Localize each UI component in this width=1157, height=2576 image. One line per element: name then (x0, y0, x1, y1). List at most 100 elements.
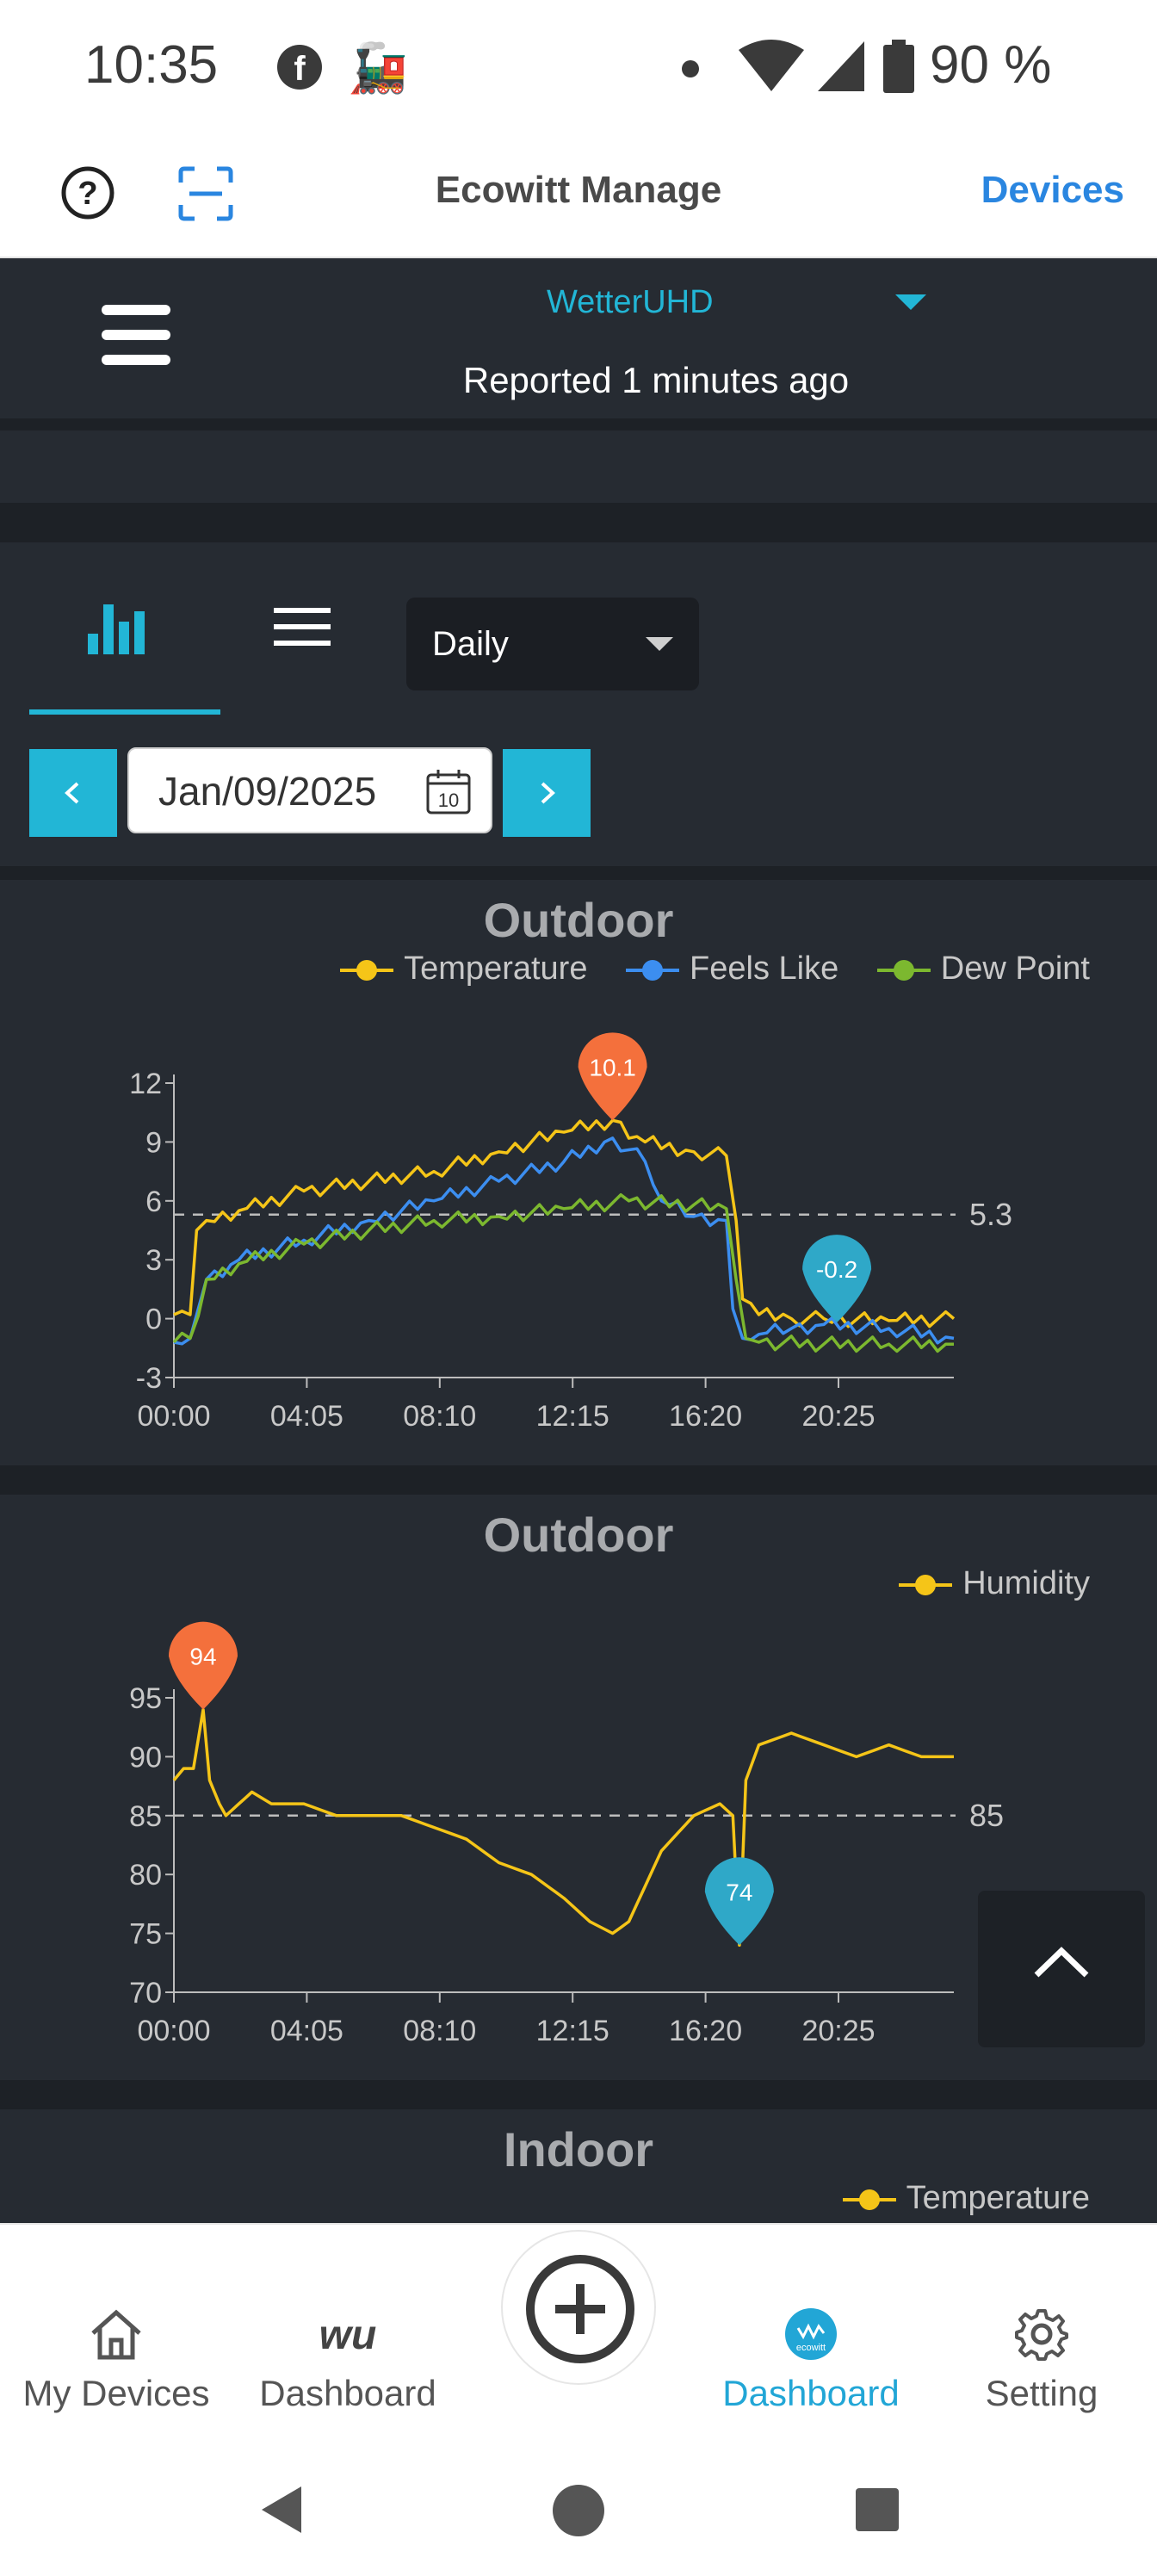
info-panel (0, 430, 1157, 503)
chevron-down-icon (646, 637, 673, 651)
legend-indoor-temperature[interactable]: Temperature (842, 2180, 1090, 2217)
nav-setting[interactable]: Setting (956, 2307, 1128, 2414)
chart2-series-humidity (172, 1707, 954, 1947)
period-select-value: Daily (432, 625, 509, 663)
legend-feels-like-label: Feels Like (690, 951, 839, 987)
battery-icon (883, 40, 914, 93)
plus-circle-icon (526, 2255, 634, 2363)
nav-my-devices[interactable]: My Devices (9, 2307, 224, 2414)
ecowitt-logo-text: ecowitt (796, 2343, 826, 2353)
chart2-x-tick-label: 04:05 (270, 2015, 343, 2047)
legend-dew-point-label: Dew Point (940, 951, 1090, 987)
facebook-icon: f (277, 45, 322, 90)
chart2-x-tick-label: 16:20 (669, 2015, 742, 2047)
legend-temperature[interactable]: Temperature (340, 951, 587, 988)
chart2-legend: Humidity (869, 1565, 1090, 1602)
chart2-x-tick-label: 00:00 (137, 2015, 210, 2047)
chart1-x-tick-label: 08:10 (403, 1400, 476, 1433)
svg-text:?: ? (77, 176, 97, 212)
chevron-left-icon (65, 782, 79, 804)
battery-percentage: 90 % (930, 35, 1052, 95)
nav-setting-label: Setting (985, 2373, 1098, 2413)
outdoor-humidity-chart[interactable]: 95 90 85 80 75 70 00:00 04:05 08:10 12:15 16:20 20:… (0, 1613, 1157, 2078)
nav-dashboard-ecowitt[interactable]: ecowitt Dashboard (708, 2307, 914, 2414)
chart2-min-pin-label: 74 (726, 1879, 752, 1905)
chart1-x-tick-label: 04:05 (270, 1400, 343, 1433)
chart1-max-pin-marker (578, 1032, 647, 1121)
nav-my-devices-label: My Devices (22, 2373, 210, 2413)
chart1-min-pin-marker (802, 1235, 872, 1323)
notification-dot-icon (682, 60, 699, 77)
app-title: Ecowitt Manage (435, 169, 722, 211)
chart2-x-tick-label: 20:25 (801, 2015, 875, 2047)
chart3-legend: Temperature (814, 2180, 1090, 2217)
station-selector[interactable]: WetterUHD (547, 284, 714, 320)
indoor-panel (0, 2109, 1157, 2223)
scan-icon[interactable] (177, 165, 234, 222)
chart1-x-tick-label: 20:25 (801, 1400, 875, 1433)
legend-dew-point[interactable]: Dew Point (876, 951, 1090, 988)
previous-day-button[interactable] (29, 749, 117, 837)
legend-temperature-label: Temperature (404, 951, 588, 987)
outdoor-temperature-chart[interactable]: 12 9 6 3 0 -3 00:00 04:05 08:10 12:15 16:20 20:25 5.… (0, 999, 1157, 1464)
chart2-average-label: 85 (969, 1798, 1004, 1833)
chart1-y-tick-label: 12 (129, 1068, 162, 1100)
wu-logo-text: wu (319, 2313, 377, 2358)
bar-chart-icon (88, 604, 145, 654)
chart1-y-tick-label: 3 (145, 1244, 162, 1277)
chart1-min-pin-label: -0.2 (816, 1256, 857, 1283)
legend-feels-like[interactable]: Feels Like (626, 951, 838, 988)
chart2-min-pin: 74 (704, 1857, 774, 1946)
chart1-legend: Temperature Feels Like Dew Point (311, 951, 1090, 988)
outdoor-humidity-panel (0, 1495, 1157, 2080)
legend-humidity[interactable]: Humidity (899, 1565, 1090, 1602)
chart1-max-pin-label: 10.1 (589, 1054, 636, 1081)
chart1-y-tick-label: 6 (145, 1186, 162, 1218)
chart1-y-tick-label: -3 (136, 1362, 162, 1395)
calendar-day: 10 (438, 790, 459, 811)
chart1-series-dew-point (172, 1192, 954, 1353)
devices-link[interactable]: Devices (981, 169, 1124, 211)
scroll-to-top-button[interactable] (978, 1891, 1145, 2047)
period-select[interactable]: Daily (406, 598, 699, 690)
station-dropdown-icon[interactable] (895, 294, 926, 310)
chart1-x-tick-label: 12:15 (536, 1400, 609, 1433)
tab-list-view[interactable] (274, 608, 331, 651)
station-bar (0, 258, 1157, 418)
home-circle-icon[interactable] (551, 2483, 606, 2538)
tab-chart-view[interactable] (29, 594, 220, 715)
chart1-min-pin: -0.2 (802, 1235, 872, 1323)
wifi-signal-icon (739, 40, 864, 91)
status-time: 10:35 (84, 35, 219, 95)
active-tab-indicator (29, 709, 220, 715)
calendar-icon[interactable]: 10 (425, 768, 472, 814)
chart2-min-pin-marker (704, 1857, 774, 1946)
chart2-y-tick-label: 95 (129, 1682, 162, 1715)
date-input[interactable]: Jan/09/2025 10 (127, 747, 492, 833)
menu-icon[interactable] (102, 305, 170, 365)
chart1-title: Outdoor (483, 893, 674, 947)
nav-dashboard-wu-label: Dashboard (259, 2373, 436, 2413)
back-icon[interactable] (257, 2483, 305, 2536)
chart2-max-pin: 94 (168, 1621, 238, 1710)
chart1-y-tick-label: 9 (145, 1126, 162, 1159)
chart2-y-tick-label: 85 (129, 1800, 162, 1833)
gear-icon (1015, 2309, 1068, 2361)
chart2-y-tick-label: 75 (129, 1918, 162, 1951)
chart2-x-tick-label: 08:10 (403, 2015, 476, 2047)
system-navigation-bar (0, 2449, 1157, 2576)
add-device-button[interactable] (501, 2230, 656, 2385)
help-icon[interactable]: ? (60, 165, 115, 220)
chart3-title: Indoor (503, 2122, 654, 2177)
chart1-series-feels-like (173, 1136, 955, 1346)
chart2-y-tick-label: 80 (129, 1859, 162, 1892)
chart2-title: Outdoor (483, 1508, 674, 1562)
chart1-x-tick-label: 16:20 (669, 1400, 742, 1433)
chart2-y-tick-label: 90 (129, 1741, 162, 1774)
nav-dashboard-ecowitt-label: Dashboard (722, 2373, 900, 2413)
nav-dashboard-wu[interactable]: wu Dashboard (244, 2307, 451, 2414)
chart2-max-pin-marker (168, 1621, 238, 1710)
next-day-button[interactable] (503, 749, 591, 837)
chart1-max-pin: 10.1 (578, 1032, 647, 1121)
recents-icon[interactable] (854, 2486, 900, 2533)
